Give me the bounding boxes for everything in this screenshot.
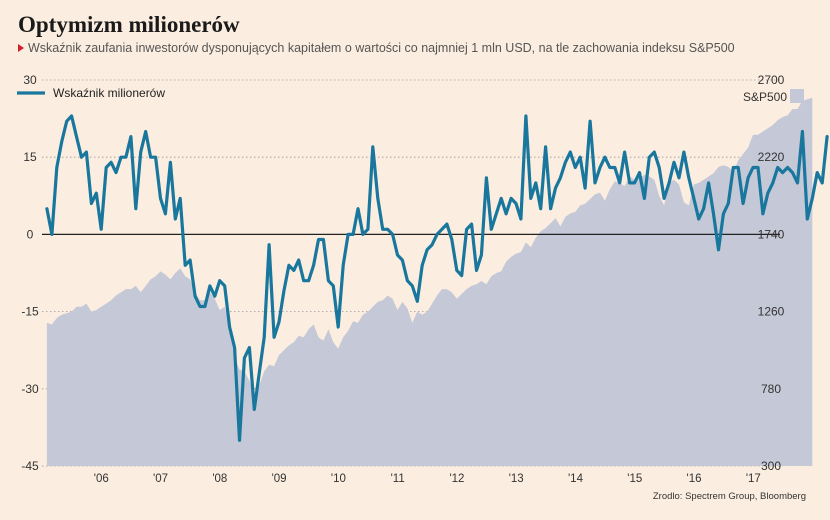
x-axis-tick: '17 xyxy=(746,473,761,485)
sp500-label: S&P500 xyxy=(743,90,787,104)
subtitle-text: Wskaźnik zaufania inwestorów dysponujący… xyxy=(28,41,735,55)
left-axis-tick: -15 xyxy=(21,305,39,319)
left-axis-tick-labels: 30 15 0 -15 -30 -45 xyxy=(21,73,39,473)
x-axis-tick: '15 xyxy=(627,473,642,485)
right-axis-tick: 2700 xyxy=(758,73,785,87)
confidence-index-line-series xyxy=(45,114,829,442)
right-axis-tick: 780 xyxy=(761,382,781,396)
triangle-marker-icon xyxy=(18,44,24,52)
x-axis-tick: '10 xyxy=(331,473,346,485)
chart-title: Optymizm milionerów xyxy=(18,12,240,37)
x-axis-tick: '07 xyxy=(153,473,168,485)
left-axis-tick: -45 xyxy=(21,459,39,473)
left-axis-tick: 30 xyxy=(23,73,37,87)
left-axis-tick: -30 xyxy=(21,382,39,396)
right-axis-tick: 1260 xyxy=(758,305,785,319)
x-axis-tick: '08 xyxy=(212,473,227,485)
right-axis-tick: 1740 xyxy=(758,227,785,241)
x-axis-tick: '14 xyxy=(568,473,584,485)
x-axis-tick: '12 xyxy=(449,473,464,485)
sp500-area-series xyxy=(46,97,813,466)
right-axis-tick: 300 xyxy=(761,459,781,473)
x-axis-tick-labels: '06 '07 '08 '09 '10 '11 '12 '13 '14 '15 '16 '17 xyxy=(94,473,761,485)
x-axis-tick: '13 xyxy=(509,473,524,485)
x-axis-tick: '06 xyxy=(94,473,109,485)
right-legend: S&P500 xyxy=(743,89,804,104)
x-axis-tick: '11 xyxy=(391,473,405,485)
source-note: Zrodlo: Spectrem Group, Bloomberg xyxy=(653,491,806,502)
right-axis-tick: 2220 xyxy=(758,150,785,164)
legend-label: Wskaźnik milionerów xyxy=(53,86,165,100)
left-axis-tick: 15 xyxy=(23,150,37,164)
x-axis-tick: '09 xyxy=(272,473,287,485)
sp500-area-swatch xyxy=(790,89,804,103)
chart-subtitle: Wskaźnik zaufania inwestorów dysponujący… xyxy=(18,41,735,55)
legend: Wskaźnik milionerów xyxy=(17,86,165,100)
left-axis-tick: 0 xyxy=(27,227,34,241)
right-axis-tick-labels: 2700 2220 1740 1260 780 300 xyxy=(758,73,785,473)
x-axis-tick: '16 xyxy=(687,473,702,485)
